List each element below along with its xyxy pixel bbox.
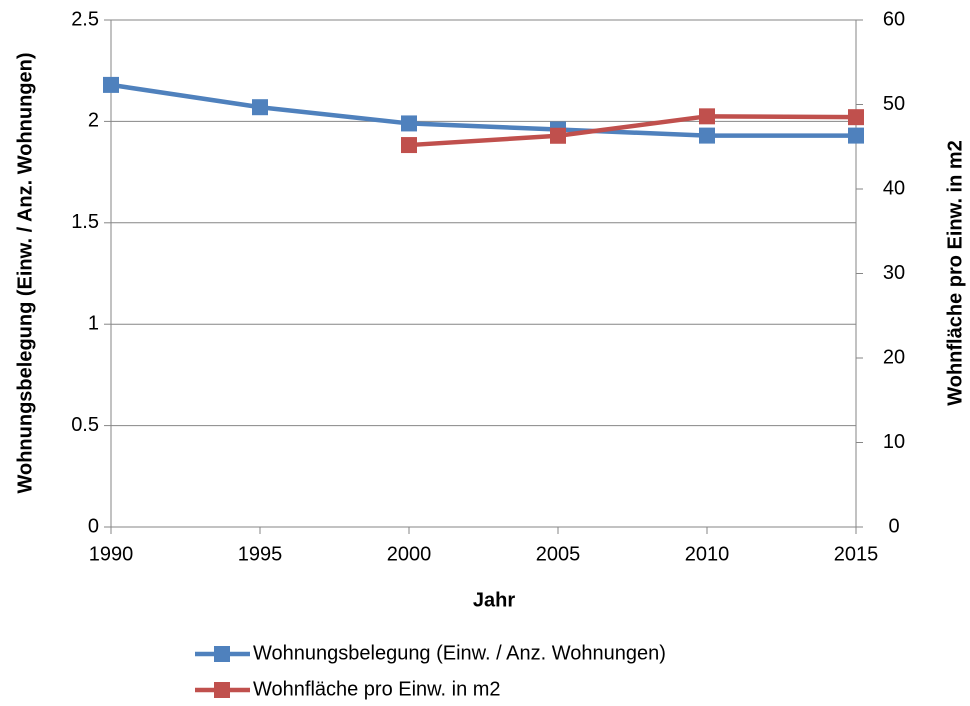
marker bbox=[699, 127, 715, 144]
y-tick-label: 0 bbox=[88, 515, 99, 537]
y-tick-label: 2 bbox=[88, 110, 99, 132]
y2-tick-label: 40 bbox=[883, 177, 905, 199]
x-tick-label: 2010 bbox=[685, 543, 730, 565]
y2-axis-label: Wohnfläche pro Einw. in m2 bbox=[944, 140, 966, 406]
legend-label: Wohnungsbelegung (Einw. / Anz. Wohnungen… bbox=[253, 642, 666, 664]
series-line bbox=[110, 82, 856, 138]
y2-tick-label: 60 bbox=[883, 8, 905, 30]
x-tick-label: 2005 bbox=[536, 543, 581, 565]
marker bbox=[699, 108, 715, 125]
x-tick-label: 1995 bbox=[238, 543, 283, 565]
x-tick-label: 1990 bbox=[89, 543, 134, 565]
legend-label: Wohnfläche pro Einw. in m2 bbox=[253, 678, 501, 700]
marker bbox=[550, 127, 566, 144]
legend-marker bbox=[214, 682, 230, 698]
y2-tick-label: 10 bbox=[883, 431, 905, 453]
x-axis-label: Jahr bbox=[473, 589, 515, 611]
y-tick-label: 1.5 bbox=[71, 211, 99, 233]
legend-marker bbox=[214, 646, 230, 662]
marker bbox=[848, 127, 864, 144]
marker bbox=[401, 137, 417, 154]
y-tick-label: 0.5 bbox=[71, 414, 99, 436]
y-tick-label: 1 bbox=[88, 312, 99, 334]
y2-tick-label: 50 bbox=[883, 93, 905, 115]
y2-tick-label: 20 bbox=[883, 346, 905, 368]
marker bbox=[401, 115, 417, 132]
y-tick-label: 2.5 bbox=[71, 8, 99, 30]
y2-tick-label: 30 bbox=[883, 262, 905, 284]
x-tick-label: 2000 bbox=[387, 543, 432, 565]
y-axis-label: Wohnungsbelegung (Einw. / Anz. Wohnungen… bbox=[14, 52, 36, 493]
y2-tick-label: 0 bbox=[888, 515, 899, 537]
x-tick-label: 2015 bbox=[834, 543, 879, 565]
marker bbox=[848, 109, 864, 126]
series-line bbox=[408, 114, 857, 148]
marker bbox=[103, 76, 119, 93]
marker bbox=[252, 99, 268, 116]
